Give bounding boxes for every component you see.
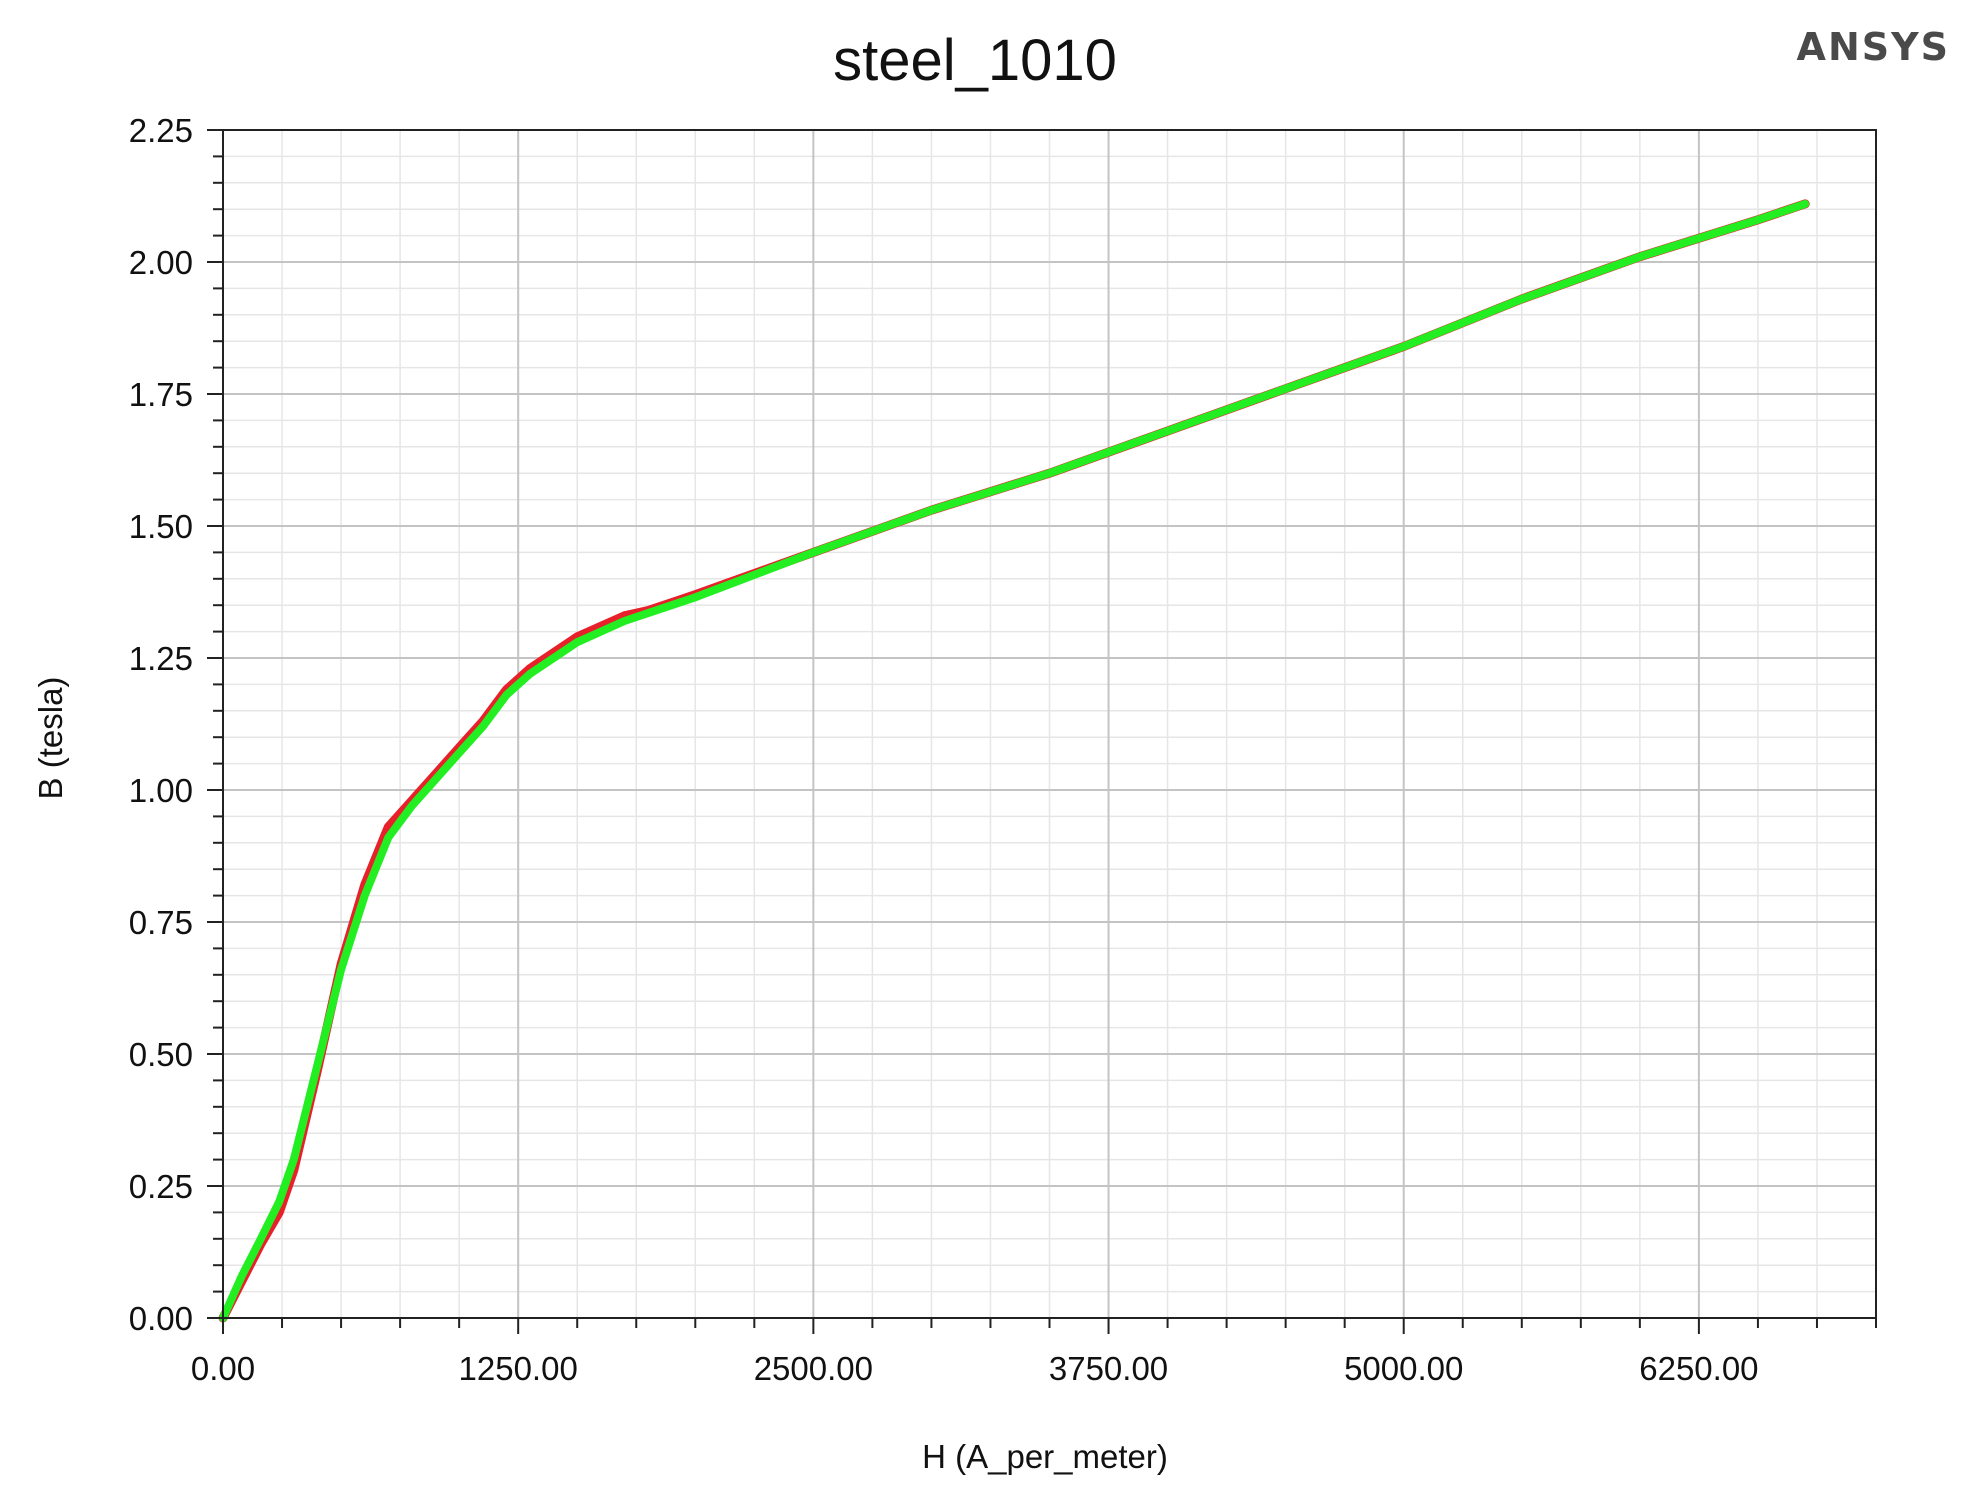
x-tick-label: 3750.00 bbox=[1049, 1350, 1168, 1387]
x-tick-label: 5000.00 bbox=[1344, 1350, 1463, 1387]
x-tick-label: 0.00 bbox=[191, 1350, 255, 1387]
y-tick-label: 0.75 bbox=[129, 904, 193, 941]
chart-title: steel_1010 bbox=[833, 28, 1117, 93]
x-tick-label: 6250.00 bbox=[1639, 1350, 1758, 1387]
ansys-logo: ANSYS bbox=[1797, 25, 1950, 69]
y-tick-label: 0.00 bbox=[129, 1300, 193, 1337]
plot-area bbox=[207, 129, 1877, 1334]
y-tick-label: 0.25 bbox=[129, 1168, 193, 1205]
y-tick-label: 1.25 bbox=[129, 640, 193, 677]
y-tick-label: 1.00 bbox=[129, 772, 193, 809]
y-axis-tick-labels: 0.00 0.25 0.50 0.75 1.00 1.25 1.50 1.75 2.00 2.25 bbox=[129, 112, 193, 1337]
y-axis-label: B (tesla) bbox=[32, 677, 69, 800]
series-line-2 bbox=[219, 199, 1810, 1322]
x-axis-label: H (A_per_meter) bbox=[922, 1438, 1168, 1475]
series-layer bbox=[218, 199, 1810, 1323]
x-tick-label: 1250.00 bbox=[459, 1350, 578, 1387]
y-tick-label: 2.00 bbox=[129, 244, 193, 281]
major-grid bbox=[222, 129, 1876, 1319]
y-tick-label: 0.50 bbox=[129, 1036, 193, 1073]
x-axis-tick-labels: 0.00 1250.00 2500.00 3750.00 5000.00 6250.00 bbox=[191, 1350, 1759, 1387]
y-tick-label: 1.50 bbox=[129, 508, 193, 545]
x-tick-label: 2500.00 bbox=[754, 1350, 873, 1387]
axis-ticks bbox=[207, 129, 1877, 1334]
y-tick-label: 2.25 bbox=[129, 112, 193, 149]
y-tick-label: 1.75 bbox=[129, 376, 193, 413]
